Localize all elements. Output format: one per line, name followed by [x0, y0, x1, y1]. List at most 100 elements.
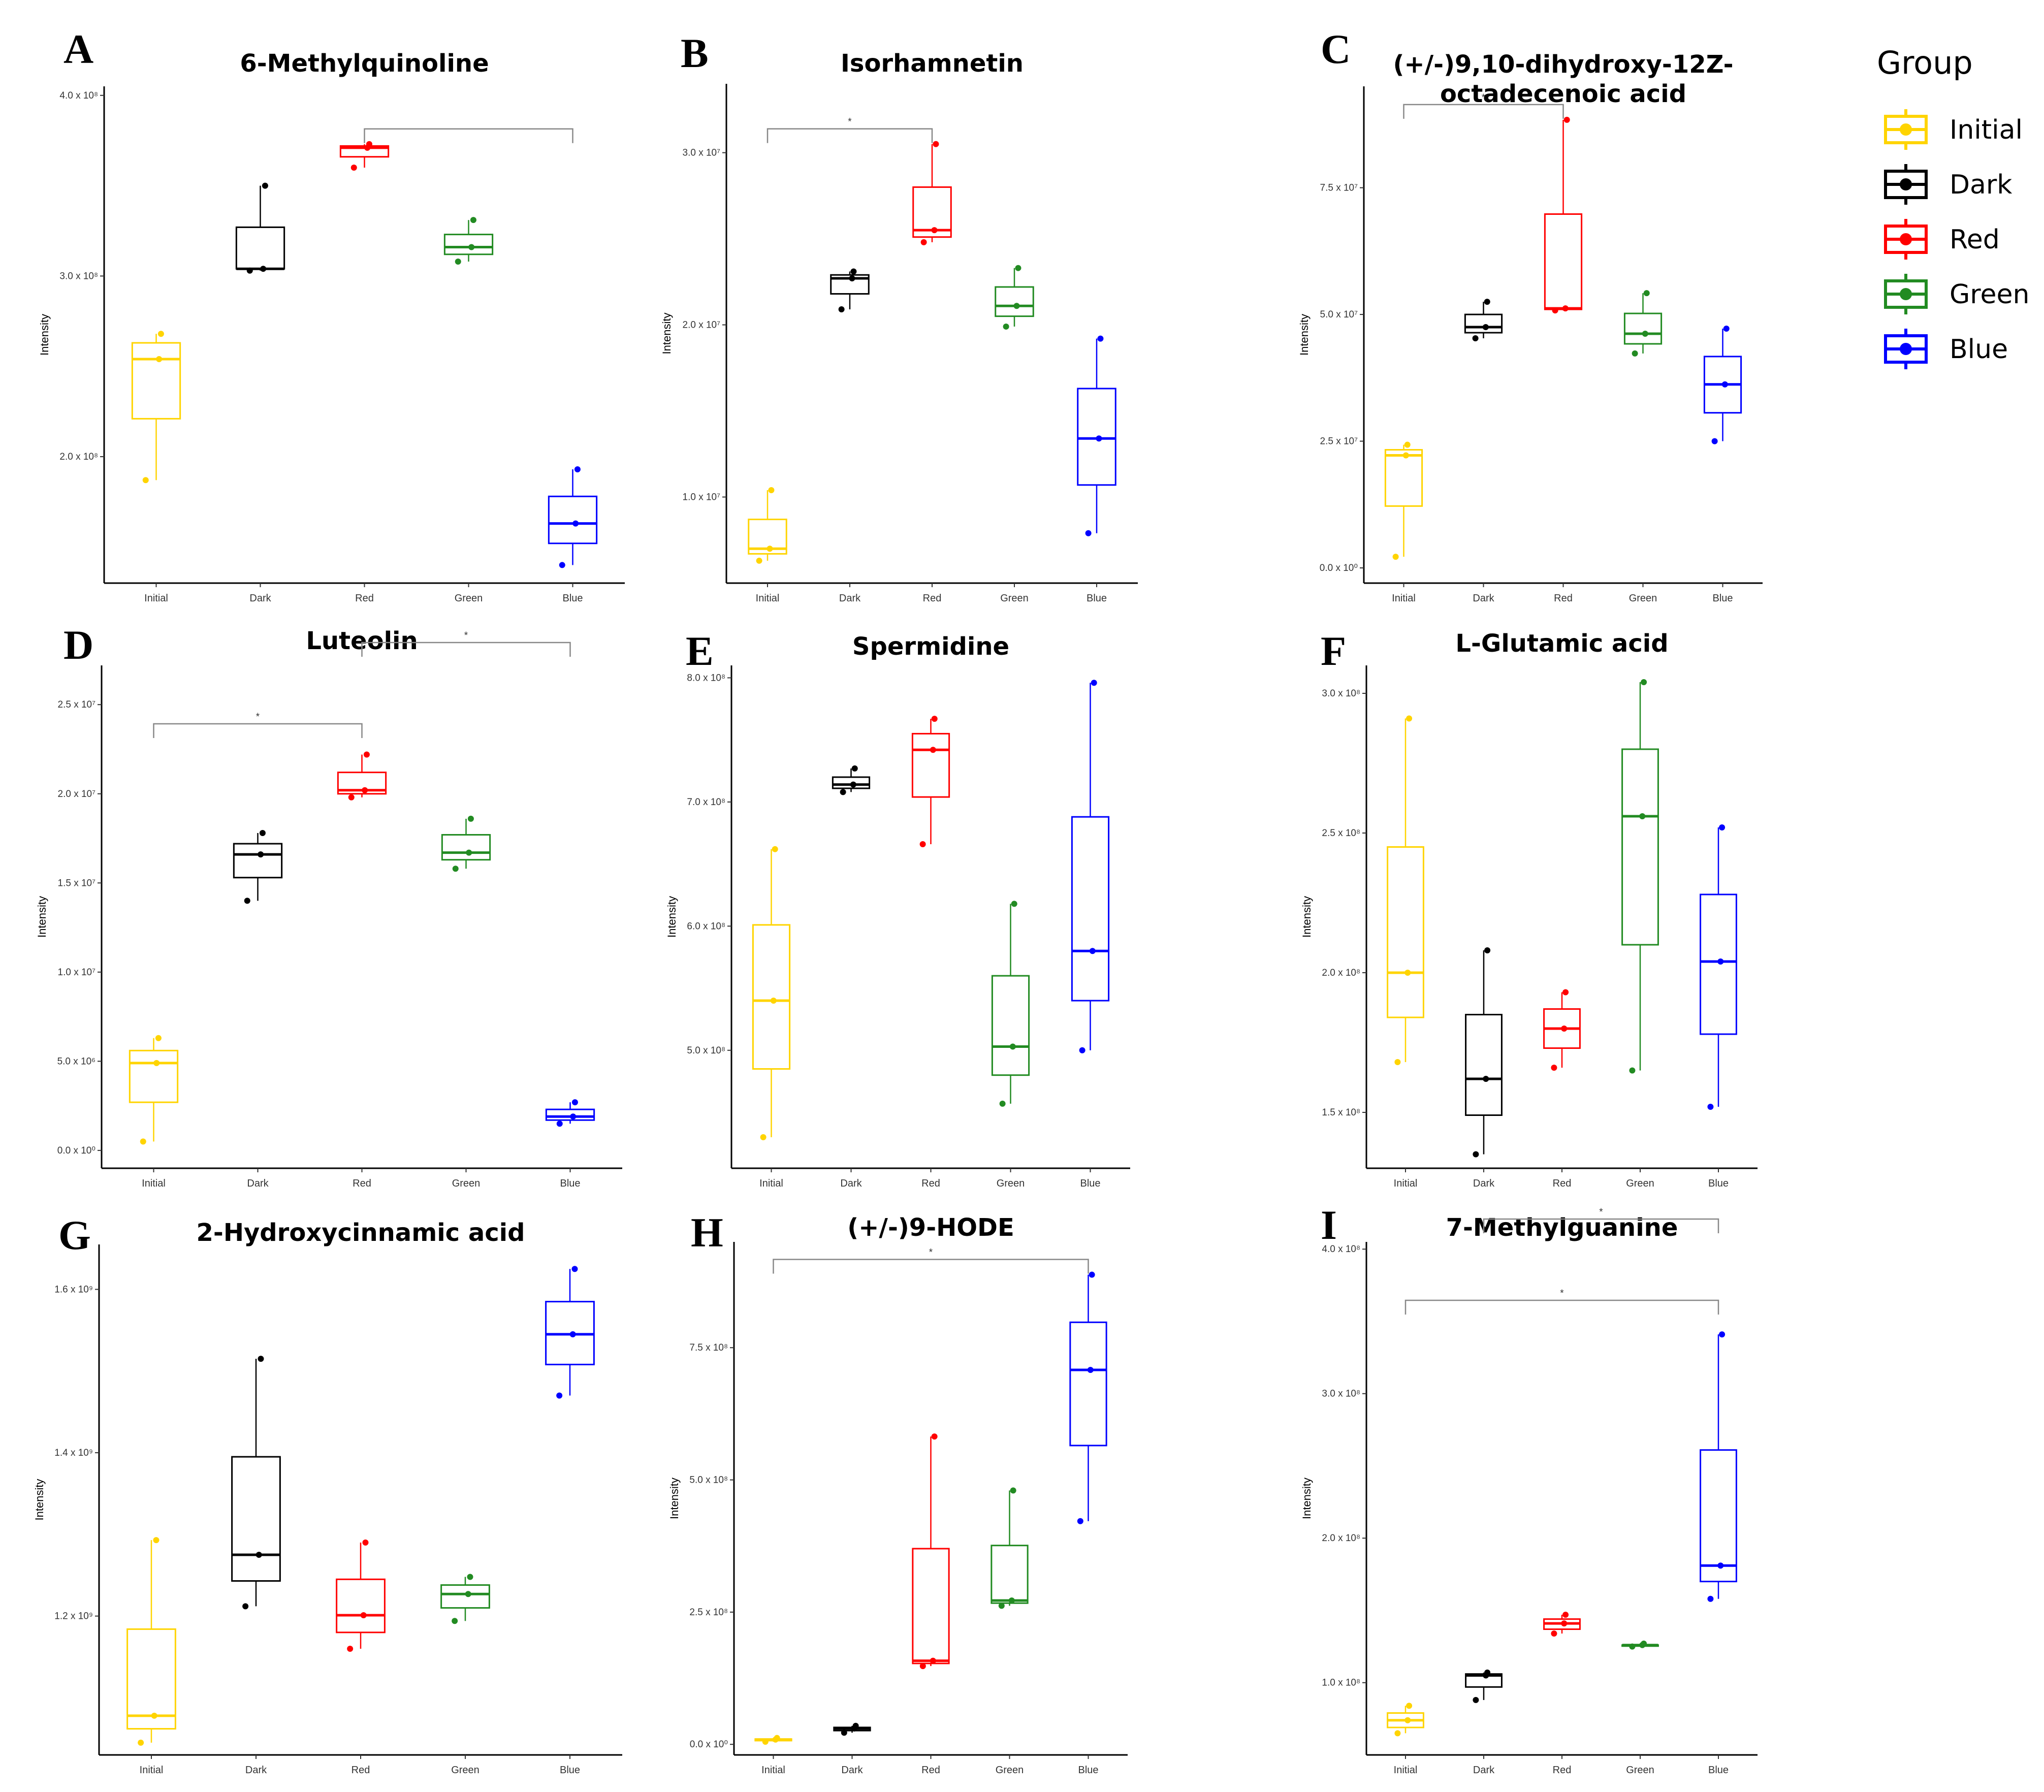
data-point — [1629, 1643, 1636, 1650]
data-point — [852, 1722, 859, 1729]
panel-letter: G — [58, 1212, 91, 1258]
panel-title: L-Glutamic acid — [1455, 629, 1668, 658]
data-point — [1473, 1697, 1479, 1703]
data-point — [1402, 452, 1409, 459]
x-tick-label: Initial — [761, 1765, 785, 1776]
data-point — [258, 1356, 264, 1362]
data-point — [841, 1730, 847, 1736]
data-point — [849, 275, 855, 282]
data-point — [772, 846, 778, 852]
x-tick-label: Dark — [249, 593, 271, 604]
data-point — [452, 866, 459, 872]
data-point — [559, 562, 565, 568]
data-point — [360, 1612, 367, 1619]
y-tick-label: 7.0 x 10⁸ — [687, 797, 725, 808]
box-red — [912, 141, 952, 245]
x-tick-label: Dark — [1473, 1178, 1495, 1189]
data-point — [1551, 1630, 1557, 1637]
y-tick-label: 4.0 x 10⁸ — [59, 90, 98, 101]
y-tick-label: 2.5 x 10⁸ — [1322, 828, 1360, 839]
data-point — [931, 1433, 938, 1440]
box-initial — [754, 1735, 792, 1745]
x-tick-label: Dark — [247, 1178, 269, 1189]
box-initial — [752, 846, 791, 1140]
legend-label: Red — [1950, 225, 2000, 255]
legend-key-point — [1900, 288, 1912, 300]
y-axis-label: Intensity — [1300, 896, 1313, 938]
x-tick-label: Blue — [560, 1765, 580, 1776]
panel-g: G 2-Hydroxycinnamic acid Intensity 1.2 x 10… — [33, 1212, 622, 1776]
data-point — [1711, 438, 1718, 444]
data-point — [1087, 1366, 1094, 1373]
data-point — [468, 244, 475, 250]
box-iqr — [336, 1578, 386, 1634]
legend: Group Initial Dark Red Green Blue — [1877, 44, 2029, 369]
box-iqr — [233, 843, 283, 879]
box-iqr — [991, 1545, 1029, 1604]
box-initial — [1387, 715, 1424, 1065]
panel-c: C (+/-)9,10-dihydroxy-12Z-octadecenoic ac… — [1298, 26, 1763, 604]
y-tick-label: 2.0 x 10⁸ — [1322, 968, 1360, 978]
box-iqr — [441, 834, 491, 861]
x-tick-label: Red — [355, 593, 374, 604]
box-iqr — [235, 226, 285, 270]
box-red — [911, 716, 950, 847]
data-point — [572, 520, 579, 527]
data-point — [762, 1738, 769, 1745]
data-point — [362, 1539, 369, 1546]
data-point — [931, 227, 938, 234]
data-point — [1406, 1703, 1413, 1709]
box-iqr — [1387, 846, 1424, 1018]
y-tick-label: 3.0 x 10⁸ — [59, 271, 98, 281]
data-point — [999, 1100, 1006, 1107]
data-point — [850, 781, 856, 788]
box-dark — [1465, 1669, 1503, 1703]
box-initial — [126, 1537, 176, 1746]
data-point — [258, 851, 264, 858]
box-blue — [1071, 680, 1110, 1053]
box-blue — [545, 1099, 595, 1127]
panel-letter: F — [1321, 628, 1346, 674]
y-tick-label: 5.0 x 10⁸ — [687, 1045, 725, 1056]
data-point — [259, 830, 266, 836]
data-point — [1484, 1669, 1491, 1676]
data-point — [1629, 1067, 1636, 1074]
y-axis-label: Intensity — [665, 896, 678, 938]
data-point — [1096, 435, 1102, 442]
data-point — [1404, 441, 1411, 448]
panel-a: A 6-Methylquinoline Intensity 2.0 x 10⁸ 3.0 … — [38, 26, 625, 604]
panel-e: E Spermidine Intensity 5.0 x 10⁸ 6.0 x 10⁸ 7.… — [665, 628, 1130, 1189]
data-point — [1010, 1487, 1016, 1494]
box-red — [336, 1539, 386, 1652]
data-point — [153, 1060, 160, 1066]
data-point — [1089, 948, 1096, 954]
data-point — [138, 1739, 144, 1746]
x-tick-label: Green — [1629, 593, 1657, 604]
box-iqr — [912, 1548, 950, 1665]
legend-key-point — [1900, 123, 1912, 136]
x-tick-label: Blue — [1087, 593, 1107, 604]
y-tick-label: 4.0 x 10⁸ — [1322, 1244, 1360, 1255]
y-tick-label: 2.5 x 10⁷ — [58, 699, 96, 710]
box-green — [443, 217, 494, 265]
data-point — [1394, 1730, 1401, 1737]
data-point — [467, 1574, 473, 1580]
box-iqr — [1384, 449, 1423, 507]
box-blue — [548, 466, 598, 568]
legend-label: Initial — [1950, 115, 2023, 145]
significance-bracket — [361, 642, 571, 657]
data-point — [467, 815, 474, 822]
y-axis-label: Intensity — [1298, 314, 1311, 356]
box-iqr — [1700, 893, 1737, 1035]
x-tick-label: Red — [1553, 1178, 1572, 1189]
significance-label: * — [256, 712, 260, 722]
x-tick-label: Initial — [759, 1178, 783, 1189]
box-iqr — [911, 732, 950, 798]
box-iqr — [1069, 1321, 1107, 1447]
x-tick-label: Dark — [1473, 1765, 1495, 1776]
box-green — [440, 1574, 490, 1624]
box-green — [991, 901, 1030, 1107]
panel-letter: E — [686, 628, 714, 674]
data-point — [1472, 335, 1479, 341]
